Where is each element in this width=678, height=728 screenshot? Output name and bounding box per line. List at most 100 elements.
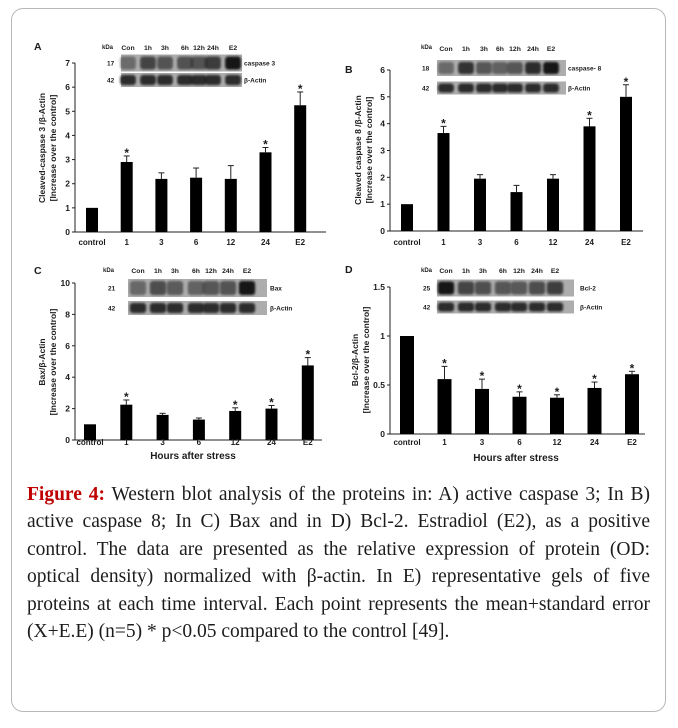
bar [437,379,452,434]
y-tick-label: 1 [380,331,385,341]
blot-band [129,303,147,313]
blot-band [205,75,221,85]
y-tick-label: 6 [65,341,70,351]
protein-label: β-Actin [270,306,292,313]
category-label: control [393,238,420,247]
y-axis-title: [Increase over the control] [48,94,58,201]
y-axis-title: Cleaved caspase 8 /β-Actin [353,95,363,205]
lane-label: 6h [499,268,507,275]
blot-band [507,83,523,93]
category-label: 6 [514,238,519,247]
protein-label: β-Actin [568,86,590,93]
bar [301,365,314,440]
blot-band [494,302,512,312]
bar [550,397,564,434]
y-tick-label: 7 [65,58,70,68]
protein-label: caspase 3 [244,61,275,68]
blot-band [543,62,559,74]
bar [120,404,133,440]
lane-label: 1h [462,46,470,53]
x-axis-title: Hours after stress [473,453,559,464]
figure-caption: Figure 4: Western blot analysis of the p… [27,481,650,645]
blot-band [238,281,256,295]
y-tick-label: 0 [380,226,385,236]
blot-band [202,303,220,313]
kda-marker: 42 [108,306,116,313]
y-tick-label: 4 [65,130,70,140]
bar [294,105,307,232]
y-tick-label: 4 [380,119,385,129]
blot-band [510,302,528,312]
western-blot-inset: kDa Con 1h 3h 6h 12h 24h E2 25 Bcl-2 42 β-Actin [421,268,602,314]
category-label: E2 [627,438,637,447]
bar [192,419,205,440]
lane-label: 6h [192,268,200,275]
blot-band [438,83,454,93]
category-label: 24 [267,438,276,447]
y-tick-label: 0 [380,429,385,439]
panel-d: D 0 0.5 1 1.5 Bcl-2/β-Actin [Increase over the… [345,264,645,464]
significance-asterisk: * [517,382,522,396]
y-tick-label: 4 [65,372,70,382]
category-label: E2 [621,238,631,247]
blot-band [458,62,474,74]
significance-asterisk: * [624,75,629,89]
bar [120,161,133,232]
x-axis-title: Hours after stress [150,451,236,462]
lane-label: 12h [513,268,525,275]
bar [190,177,203,232]
category-label: 1 [442,438,447,447]
protein-label: Bcl-2 [580,286,596,293]
y-tick-label: 1.5 [373,282,385,292]
blot-band [219,281,237,295]
y-tick-label: 1 [65,203,70,213]
blot-band [149,303,167,313]
category-label: 3 [480,438,485,447]
significance-asterisk: * [124,390,129,404]
bar [401,204,413,231]
lane-label: Con [121,45,134,52]
blot-band [525,83,541,93]
blot-band [225,75,241,85]
blot-band [191,56,207,70]
blot-band [187,281,205,295]
kda-marker: 42 [423,305,431,312]
bar [510,192,523,231]
blot-band [177,75,193,85]
significance-asterisk: * [480,369,485,383]
category-label: 3 [160,438,165,447]
significance-asterisk: * [441,116,446,130]
category-label: 24 [261,238,270,247]
blot-band [528,281,546,295]
protein-label: caspase- 8 [568,66,602,73]
blot-band [157,75,173,85]
category-label: control [393,438,420,447]
bar [620,96,632,231]
y-tick-label: 6 [380,65,385,75]
bar [437,133,450,231]
blot-band [191,75,207,85]
blot-band [437,281,455,295]
lane-label: 6h [496,46,504,53]
blot-band [457,302,475,312]
y-axis-title: Bcl-2/β-Actin [350,334,360,386]
lane-label: 6h [181,45,189,52]
blot-band [457,281,475,295]
panel-label: C [34,265,42,277]
category-label: 1 [441,238,446,247]
kda-marker: 42 [107,78,115,85]
blot-band [166,303,184,313]
category-label: 3 [159,238,164,247]
western-blot-inset: kDa Con 1h 3h 6h 12h 24h E2 18 caspase- 8 42 β-Acti… [421,45,602,95]
category-label: control [78,238,105,247]
blot-band [140,75,156,85]
lane-label: 12h [193,45,205,52]
panel-label: B [345,64,353,76]
panel-label: A [34,41,42,53]
y-tick-label: 0 [65,435,70,445]
category-label: 24 [585,238,594,247]
kda-label: kDa [103,268,115,274]
y-tick-label: 0.5 [373,380,385,390]
bar [625,374,639,434]
